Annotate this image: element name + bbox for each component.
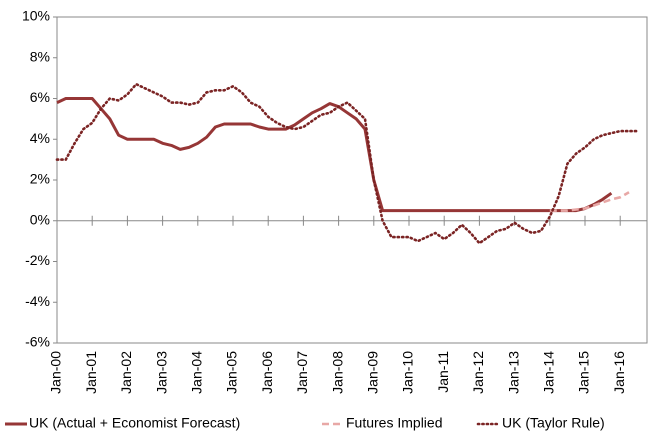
series-line [549, 191, 630, 212]
x-tick-label: Jan-15 [576, 351, 592, 394]
x-tick-label: Jan-14 [541, 351, 557, 394]
legend-label: UK (Actual + Economist Forecast) [29, 415, 240, 431]
x-tick-label: Jan-06 [259, 351, 275, 394]
x-tick-label: Jan-04 [189, 351, 205, 394]
series-line [55, 82, 640, 245]
series-line [56, 97, 613, 213]
y-tick-label: -2% [25, 252, 50, 268]
plot-frame [56, 16, 648, 344]
y-tick-label: -6% [25, 334, 50, 350]
x-tick-label: Jan-01 [83, 351, 99, 394]
x-tick-label: Jan-00 [48, 351, 64, 394]
y-tick-label: -4% [25, 293, 50, 309]
x-tick-label: Jan-12 [470, 351, 486, 394]
legend-label: UK (Taylor Rule) [502, 415, 605, 431]
x-tick-label: Jan-02 [118, 351, 134, 394]
y-tick-label: 2% [30, 171, 50, 187]
y-tick-label: 6% [30, 89, 50, 105]
y-tick-label: 10% [22, 8, 50, 24]
x-tick-label: Jan-07 [294, 351, 310, 394]
x-tick-label: Jan-16 [611, 351, 627, 394]
x-tick-label: Jan-11 [435, 351, 451, 393]
x-tick-label: Jan-10 [400, 351, 416, 394]
legend-label: Futures Implied [346, 415, 442, 431]
y-tick-label: 0% [30, 211, 50, 227]
y-tick-label: 8% [30, 48, 50, 64]
x-tick-label: Jan-09 [365, 351, 381, 394]
x-tick-label: Jan-03 [153, 351, 169, 394]
x-tick-label: Jan-13 [505, 351, 521, 394]
x-tick-label: Jan-05 [224, 351, 240, 394]
y-tick-label: 4% [30, 130, 50, 146]
x-tick-label: Jan-08 [329, 351, 345, 394]
